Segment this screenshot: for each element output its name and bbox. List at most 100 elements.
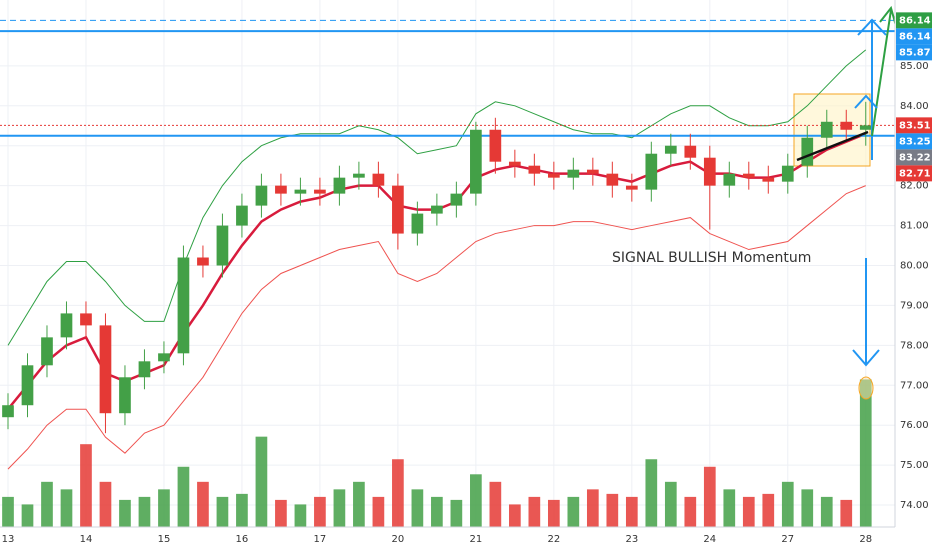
grid — [0, 0, 895, 527]
volume-bar — [60, 489, 73, 527]
price-label: 83.51 — [899, 120, 931, 131]
annotation: SIGNAL BULLISH Momentum — [612, 250, 811, 266]
volume-bar — [392, 459, 404, 527]
trend-line — [796, 130, 869, 162]
candle-body — [177, 257, 190, 354]
volume-bar — [606, 493, 619, 527]
candle-body — [684, 145, 697, 158]
candle-body — [21, 365, 34, 406]
candle-body — [197, 257, 209, 266]
candle-body — [528, 165, 541, 174]
time-axis — [0, 527, 932, 550]
volume-bar — [703, 466, 716, 527]
candle-body — [41, 337, 53, 366]
candle-body — [314, 189, 326, 194]
candle-body — [703, 157, 716, 186]
volume-bar — [820, 496, 833, 527]
x-tick-label: 20 — [392, 534, 405, 545]
volume-bar — [314, 496, 326, 527]
candle-body — [158, 353, 170, 362]
candle-body — [645, 153, 658, 190]
candle-body — [333, 177, 346, 194]
candle-body — [742, 173, 755, 178]
volume-bar — [450, 499, 463, 527]
candle-body — [509, 161, 521, 166]
candle-body — [489, 129, 502, 162]
candle-body — [255, 185, 268, 206]
y-tick-label: 80.00 — [900, 260, 929, 271]
candle-body — [801, 137, 814, 166]
price-label-box — [896, 165, 932, 182]
x-tick-label: 23 — [625, 534, 638, 545]
indicator-line — [7, 185, 866, 470]
candle-body — [138, 361, 151, 378]
indicator-line — [7, 49, 867, 346]
candle-body — [275, 185, 287, 194]
volume-bar — [80, 444, 92, 527]
price-label: 86.14 — [899, 31, 931, 42]
volume-bar — [99, 481, 112, 527]
candle-body — [625, 185, 638, 190]
arrow-up — [857, 18, 887, 160]
volume-bar — [411, 489, 424, 527]
candle-body — [586, 169, 599, 174]
y-tick-label: 74.00 — [900, 500, 929, 511]
candle-body — [216, 225, 229, 266]
volume-bar — [41, 481, 53, 527]
price-axis — [895, 0, 932, 550]
volume-bar — [119, 499, 131, 527]
candle-layer — [2, 101, 872, 434]
candle-body — [762, 177, 775, 182]
candle-body — [294, 189, 307, 194]
volume-bar — [333, 489, 346, 527]
price-label-box — [896, 28, 932, 45]
volume-bar — [138, 496, 151, 527]
candle-body — [392, 185, 404, 234]
volume-bar — [645, 459, 658, 527]
highlight-ellipse — [858, 376, 874, 400]
candle-body — [119, 377, 131, 414]
price-label: 86.14 — [899, 15, 931, 26]
y-tick-label: 76.00 — [900, 420, 929, 431]
arrow-small — [854, 94, 878, 109]
volume-bar — [684, 496, 697, 527]
candle-body — [470, 129, 482, 194]
candle-body — [411, 213, 424, 234]
price-label-box — [896, 149, 932, 166]
volume-bar — [275, 499, 287, 527]
candle-body — [431, 205, 443, 214]
volume-bar — [372, 496, 385, 527]
volume-bar — [859, 379, 872, 527]
x-tick-label: 28 — [859, 534, 872, 545]
x-tick-label: 15 — [158, 534, 171, 545]
y-tick-label: 84.00 — [900, 101, 929, 112]
volume-bar — [177, 466, 190, 527]
x-tick-label: 22 — [547, 534, 560, 545]
x-tick-label: 14 — [80, 534, 93, 545]
y-tick-label: 75.00 — [900, 460, 929, 471]
candle-body — [353, 173, 365, 178]
volume-bar — [586, 489, 599, 527]
volume-bar — [723, 489, 736, 527]
volume-bar — [294, 504, 307, 527]
candle-body — [859, 125, 872, 130]
volume-layer — [2, 379, 872, 527]
volume-bar — [801, 489, 814, 527]
candle-body — [840, 121, 853, 130]
candle-body — [820, 121, 833, 138]
volume-bar — [762, 493, 775, 527]
arrow-green — [871, 5, 897, 137]
price-label: 83.25 — [899, 136, 931, 147]
level-layer — [0, 19, 895, 137]
x-tick-label: 13 — [2, 534, 15, 545]
volume-bar — [158, 489, 170, 527]
volume-bar — [664, 481, 677, 527]
volume-bar — [353, 481, 365, 527]
arrow-down — [852, 258, 880, 367]
volume-bar — [489, 481, 502, 527]
y-tick-label: 79.00 — [900, 300, 929, 311]
candle-body — [450, 193, 463, 206]
candle-body — [236, 205, 248, 226]
volume-bar — [625, 496, 638, 527]
